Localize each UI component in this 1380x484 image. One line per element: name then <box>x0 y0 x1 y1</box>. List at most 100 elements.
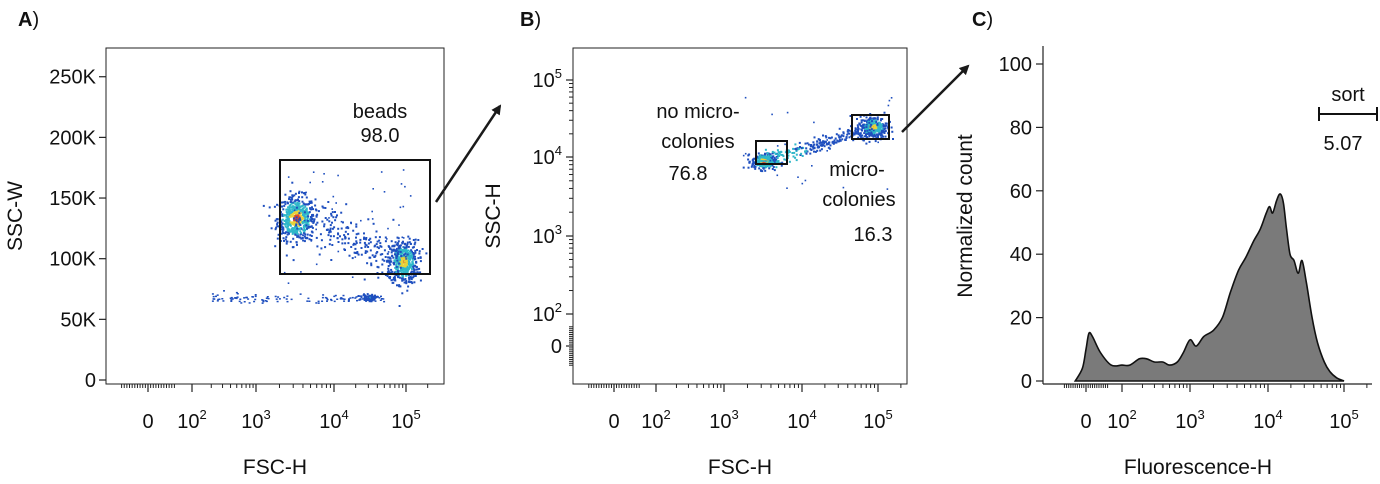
event-dot <box>878 130 880 133</box>
event-dot <box>344 242 347 245</box>
event-dot <box>773 158 776 161</box>
event-dot <box>399 264 402 267</box>
event-dot <box>294 229 297 231</box>
event-dot <box>284 225 287 228</box>
event-dot <box>827 146 830 149</box>
event-dot <box>375 296 378 299</box>
event-dot <box>371 294 374 297</box>
event-dot <box>280 220 283 223</box>
event-dot <box>409 242 412 245</box>
event-dot <box>317 210 320 213</box>
panel-c-x-ticks: 0 102 103 104 105 <box>1080 384 1359 433</box>
event-dot <box>296 218 299 221</box>
event-dot <box>284 214 287 217</box>
event-dot <box>303 240 306 243</box>
event-dot <box>394 241 397 244</box>
event-dot <box>778 152 781 155</box>
event-dot <box>836 139 839 142</box>
event-dot <box>360 219 362 222</box>
event-dot <box>303 192 306 194</box>
event-dot <box>872 130 875 133</box>
event-dot <box>282 214 285 217</box>
event-dot <box>315 236 318 239</box>
event-dot <box>792 155 795 158</box>
event-dot <box>405 262 408 265</box>
event-dot <box>871 134 874 137</box>
event-dot <box>395 268 398 270</box>
event-dot <box>854 131 857 134</box>
panel-c-y-ticks: 0 20 40 60 80 100 <box>999 54 1043 393</box>
event-dot <box>854 127 857 130</box>
event-dot <box>293 219 296 222</box>
event-dot <box>286 219 289 222</box>
event-dot <box>387 269 390 272</box>
event-dot <box>387 267 390 270</box>
event-dot <box>340 297 343 300</box>
event-dot <box>337 227 340 230</box>
event-dot <box>865 123 868 126</box>
event-dot <box>303 221 306 224</box>
event-dot <box>821 143 823 146</box>
event-dot <box>870 131 873 134</box>
event-dot <box>347 299 350 301</box>
event-dot <box>388 256 391 259</box>
event-dot <box>764 165 767 168</box>
event-dot <box>393 271 396 274</box>
event-dot <box>303 217 306 220</box>
event-dot <box>307 215 310 218</box>
event-dot <box>876 118 879 121</box>
event-dot <box>410 264 413 267</box>
event-dot <box>309 207 312 210</box>
event-dot <box>298 216 301 219</box>
event-dot <box>296 232 299 235</box>
event-dot <box>396 243 399 246</box>
event-dot <box>409 276 412 279</box>
event-dot <box>410 254 413 257</box>
event-dot <box>379 253 382 256</box>
event-dot <box>283 296 286 299</box>
event-dot <box>297 220 300 223</box>
event-dot <box>865 133 867 136</box>
gate-no-micro-colonies-value: 76.8 <box>669 163 708 185</box>
event-dot <box>419 279 422 282</box>
event-dot <box>885 124 888 127</box>
event-dot <box>282 237 285 240</box>
event-dot <box>371 254 374 257</box>
event-dot <box>823 145 826 148</box>
event-dot <box>296 235 299 238</box>
event-dot <box>366 250 369 253</box>
event-dot <box>764 156 766 159</box>
event-dot <box>406 257 409 260</box>
event-dot <box>293 230 295 233</box>
event-dot <box>329 227 332 230</box>
event-dot <box>230 300 233 302</box>
event-dot <box>355 225 358 228</box>
event-dot <box>340 227 343 230</box>
event-dot <box>342 298 345 300</box>
event-dot <box>876 116 879 119</box>
event-dot <box>823 140 826 143</box>
event-dot <box>408 276 410 279</box>
event-dot <box>406 267 409 270</box>
event-dot <box>412 276 415 279</box>
event-dot <box>295 217 298 220</box>
event-dot <box>838 138 841 141</box>
event-dot <box>295 241 298 244</box>
event-dot <box>414 258 417 260</box>
event-dot <box>306 300 309 302</box>
event-dot <box>873 131 876 134</box>
event-dot <box>409 263 412 266</box>
event-dot <box>367 242 370 245</box>
event-dot <box>315 214 318 217</box>
event-dot <box>413 268 416 271</box>
event-dot <box>769 160 771 163</box>
event-dot <box>368 239 371 241</box>
event-dot <box>756 160 759 163</box>
event-dot <box>401 279 404 282</box>
event-dot <box>304 193 307 196</box>
event-dot <box>404 265 407 268</box>
event-dot <box>809 152 812 155</box>
event-dot <box>318 253 321 256</box>
event-dot <box>292 259 295 262</box>
event-dot <box>262 204 265 207</box>
